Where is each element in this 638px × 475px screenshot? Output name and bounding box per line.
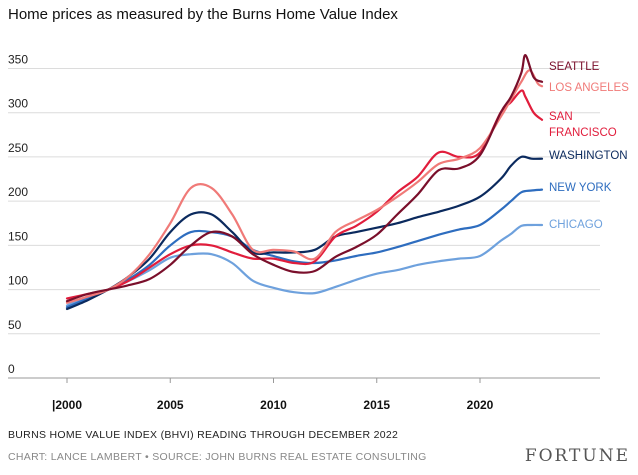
source-credit: CHART: LANCE LAMBERT • SOURCE: JOHN BURN…	[8, 451, 427, 463]
y-tick-label: 0	[8, 362, 15, 376]
x-tick-label: 2010	[260, 398, 287, 412]
series-label-san-francisco: SAN FRANCISCO	[549, 111, 617, 139]
x-tick-label: |2000	[52, 398, 82, 412]
series-label-new-york: NEW YORK	[549, 182, 612, 194]
chart-title: Home prices as measured by the Burns Hom…	[8, 6, 398, 23]
fortune-logo: FORTUNE	[524, 446, 630, 466]
x-axis-ticks: |2000 2005 2010 2015 2020	[52, 378, 494, 412]
series-label-washington: WASHINGTON	[549, 150, 628, 162]
y-tick-label: 100	[8, 274, 28, 288]
series-label-chicago: CHICAGO	[549, 219, 603, 231]
gridlines	[8, 67, 600, 379]
y-tick-label: 50	[8, 318, 22, 332]
series-labels: SEATTLE LOS ANGELES SAN FRANCISCO WASHINGTON…	[549, 61, 629, 231]
series-line-chicago	[65, 223, 544, 307]
y-tick-label: 200	[8, 185, 28, 199]
y-tick-label: 250	[8, 141, 28, 155]
series-lines	[65, 54, 544, 311]
series-label-seattle: SEATTLE	[549, 61, 600, 73]
y-axis-ticks: 0 50 100 150 200 250 300 350	[8, 52, 28, 376]
series-line-new-york	[65, 188, 544, 309]
x-tick-label: 2005	[157, 398, 184, 412]
footnote: BURNS HOME VALUE INDEX (BHVI) READING TH…	[8, 429, 399, 441]
y-tick-label: 300	[8, 97, 28, 111]
x-tick-label: 2020	[467, 398, 494, 412]
series-line-los-angeles	[65, 69, 544, 304]
x-tick-label: 2015	[363, 398, 390, 412]
series-line-washington	[65, 155, 544, 311]
series-label-los-angeles: LOS ANGELES	[549, 82, 629, 94]
series-line-seattle	[65, 54, 544, 303]
y-tick-label: 350	[8, 52, 28, 66]
y-tick-label: 150	[8, 229, 28, 243]
